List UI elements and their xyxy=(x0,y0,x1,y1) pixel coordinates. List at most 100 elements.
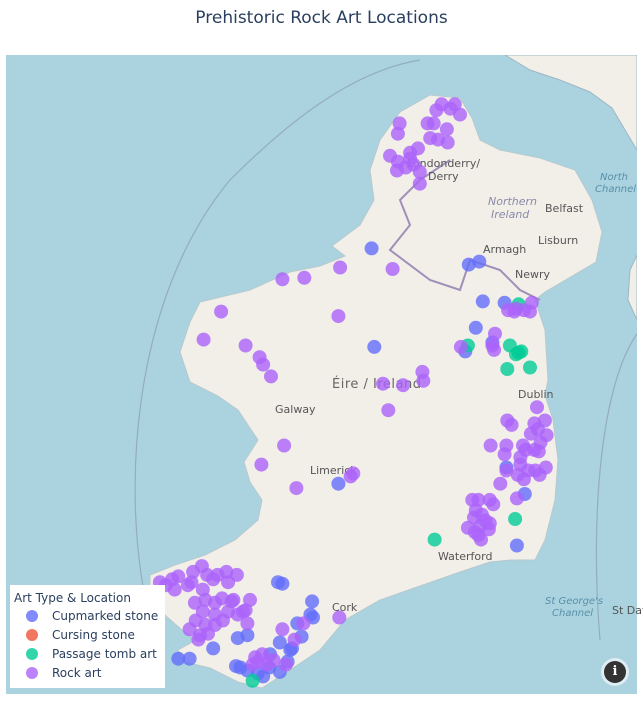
marker-rock-art[interactable] xyxy=(453,339,468,354)
marker-cupmarked-stone[interactable] xyxy=(461,257,476,272)
marker-rock-art[interactable] xyxy=(245,657,260,672)
marker-passage-tomb-art[interactable] xyxy=(508,512,523,526)
marker-cupmarked-stone[interactable] xyxy=(272,635,287,650)
marker-rock-art[interactable] xyxy=(256,357,271,372)
marker-rock-art[interactable] xyxy=(287,632,302,647)
marker-rock-art[interactable] xyxy=(521,463,536,478)
marker-rock-art[interactable] xyxy=(240,616,255,631)
marker-rock-art[interactable] xyxy=(381,403,396,418)
marker-passage-tomb-art[interactable] xyxy=(514,344,529,359)
marker-rock-art[interactable] xyxy=(221,575,236,590)
marker-cupmarked-stone[interactable] xyxy=(364,241,379,256)
marker-rock-art[interactable] xyxy=(483,438,498,453)
marker-rock-art[interactable] xyxy=(509,491,524,506)
marker-rock-art[interactable] xyxy=(296,616,311,631)
marker-rock-art[interactable] xyxy=(481,522,496,537)
marker-rock-art[interactable] xyxy=(416,373,431,388)
marker-rock-art[interactable] xyxy=(530,400,544,415)
marker-cupmarked-stone[interactable] xyxy=(509,538,524,553)
marker-rock-art[interactable] xyxy=(275,622,290,637)
marker-rock-art[interactable] xyxy=(275,272,290,287)
marker-rock-art[interactable] xyxy=(385,262,400,276)
marker-rock-art[interactable] xyxy=(513,450,528,465)
label-dublin: Dublin xyxy=(518,388,554,401)
marker-cupmarked-stone[interactable] xyxy=(171,651,186,666)
marker-rock-art[interactable] xyxy=(412,164,427,179)
marker-rock-art[interactable] xyxy=(523,304,537,319)
marker-rock-art[interactable] xyxy=(523,426,538,441)
marker-rock-art[interactable] xyxy=(426,116,441,131)
marker-rock-art[interactable] xyxy=(264,369,278,384)
marker-rock-art[interactable] xyxy=(412,176,427,191)
marker-rock-art[interactable] xyxy=(538,460,553,475)
marker-rock-art[interactable] xyxy=(278,657,293,672)
marker-rock-art[interactable] xyxy=(487,342,502,357)
marker-rock-art[interactable] xyxy=(396,378,411,393)
marker-rock-art[interactable] xyxy=(486,497,501,512)
marker-rock-art[interactable] xyxy=(504,417,519,432)
marker-rock-art[interactable] xyxy=(390,126,405,141)
legend-marker xyxy=(26,667,38,679)
label-north-channel: North xyxy=(600,172,628,183)
marker-rock-art[interactable] xyxy=(219,564,234,579)
legend-item-cursing[interactable]: Cursing stone xyxy=(26,626,135,644)
marker-rock-art[interactable] xyxy=(191,632,206,647)
marker-rock-art[interactable] xyxy=(266,653,281,668)
marker-rock-art[interactable] xyxy=(333,260,348,275)
marker-rock-art[interactable] xyxy=(346,466,361,481)
marker-rock-art[interactable] xyxy=(507,304,522,319)
legend-item-cupmarked[interactable]: Cupmarked stone xyxy=(26,607,158,625)
marker-rock-art[interactable] xyxy=(171,569,186,584)
legend-item-rock-art[interactable]: Rock art xyxy=(26,664,102,682)
marker-rock-art[interactable] xyxy=(214,304,229,319)
marker-cupmarked-stone[interactable] xyxy=(468,320,483,335)
marker-rock-art[interactable] xyxy=(167,582,182,597)
marker-rock-art[interactable] xyxy=(453,107,467,122)
marker-rock-art[interactable] xyxy=(238,338,253,353)
border-ni xyxy=(388,159,541,301)
marker-passage-tomb-art[interactable] xyxy=(245,673,260,688)
marker-rock-art[interactable] xyxy=(297,270,312,285)
marker-rock-art[interactable] xyxy=(398,160,413,175)
marker-rock-art[interactable] xyxy=(238,603,253,618)
legend-item-passage-tomb[interactable]: Passage tomb art xyxy=(26,645,157,663)
marker-passage-tomb-art[interactable] xyxy=(500,362,515,376)
marker-rock-art[interactable] xyxy=(226,592,241,607)
marker-cupmarked-stone[interactable] xyxy=(182,651,197,666)
marker-passage-tomb-art[interactable] xyxy=(427,532,442,547)
marker-rock-art[interactable] xyxy=(488,326,502,341)
marker-cupmarked-stone[interactable] xyxy=(367,339,382,354)
marker-rock-art[interactable] xyxy=(531,444,546,459)
marker-rock-art[interactable] xyxy=(184,575,199,590)
marker-rock-art[interactable] xyxy=(289,481,304,496)
marker-cupmarked-stone[interactable] xyxy=(331,476,346,491)
marker-rock-art[interactable] xyxy=(182,622,197,637)
marker-cupmarked-stone[interactable] xyxy=(206,641,221,656)
marker-rock-art[interactable] xyxy=(439,122,454,137)
marker-rock-art[interactable] xyxy=(447,97,462,112)
marker-cupmarked-stone[interactable] xyxy=(240,628,255,643)
marker-rock-art[interactable] xyxy=(493,476,508,491)
marker-rock-art[interactable] xyxy=(440,135,455,150)
marker-cupmarked-stone[interactable] xyxy=(275,576,290,591)
marker-rock-art[interactable] xyxy=(331,309,346,324)
marker-rock-art[interactable] xyxy=(497,447,512,462)
label-st-georges2: Channel xyxy=(552,608,593,619)
marker-passage-tomb-art[interactable] xyxy=(523,360,537,375)
marker-rock-art[interactable] xyxy=(215,613,230,628)
marker-rock-art[interactable] xyxy=(392,116,407,131)
marker-cupmarked-stone[interactable] xyxy=(229,659,243,674)
marker-rock-art[interactable] xyxy=(376,376,390,391)
label-north-channel2: Channel xyxy=(595,184,636,195)
marker-cupmarked-stone[interactable] xyxy=(305,594,320,609)
marker-rock-art[interactable] xyxy=(499,463,514,478)
marker-cupmarked-stone[interactable] xyxy=(472,254,487,269)
marker-rock-art[interactable] xyxy=(277,438,292,453)
marker-rock-art[interactable] xyxy=(254,457,269,472)
marker-cupmarked-stone[interactable] xyxy=(475,294,490,309)
marker-rock-art[interactable] xyxy=(196,332,211,347)
info-icon[interactable]: i xyxy=(604,661,626,683)
marker-rock-art[interactable] xyxy=(474,532,488,547)
marker-rock-art[interactable] xyxy=(465,492,480,507)
marker-rock-art[interactable] xyxy=(332,610,347,625)
